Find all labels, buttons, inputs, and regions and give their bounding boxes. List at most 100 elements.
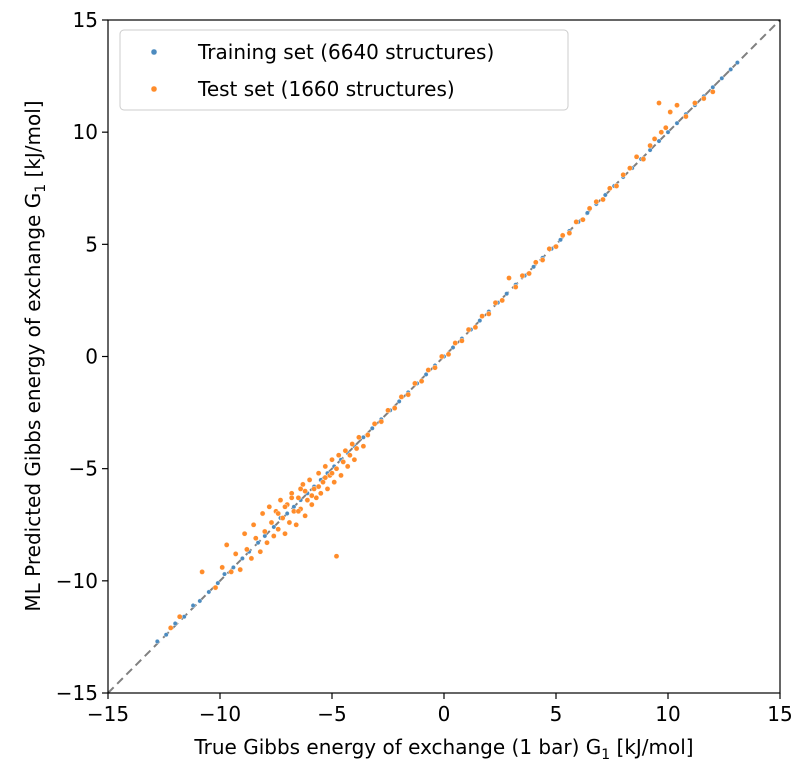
y-tick-label: −15 [56,681,98,705]
scatter-point [651,136,658,142]
x-tick-label: −5 [317,702,346,726]
scatter-point [360,434,366,440]
scatter-point [154,639,160,644]
y-tick-label: 10 [73,120,98,144]
scatter-point [472,324,479,331]
series-test [167,89,716,631]
scatter-point [259,510,266,517]
scatter-point [239,556,245,561]
scatter-point [526,270,532,277]
y-axis-ticks: −15 −10 −5 0 5 10 15 [56,8,108,705]
scatter-point [378,418,385,425]
scatter-point [452,340,459,346]
scatter-point [398,394,405,400]
scatter-point [313,494,320,501]
scatter-point [369,425,375,431]
scatter-point [237,566,243,573]
scatter-point [620,171,627,178]
scatter-point [580,216,586,223]
scatter-point [585,210,590,216]
scatter-point [647,147,653,153]
scatter-point [663,124,669,131]
scatter-point [279,515,286,521]
scatter-point [206,589,212,595]
x-tick-label: −15 [87,702,129,726]
scatter-point [293,522,300,528]
scatter-point [288,494,295,501]
scatter-point [317,490,324,497]
scatter-point [302,513,308,519]
scatter-point [197,598,203,604]
scatter-point [586,205,593,212]
scatter-point [255,540,261,546]
scatter-point [275,526,282,533]
scatter-point [286,519,293,526]
scatter-point [335,452,342,459]
scatter-point [270,533,277,539]
y-axis-label: ML Predicted Gibbs energy of exchange G1… [21,100,49,611]
series-layer [154,60,740,644]
scatter-point [465,326,472,333]
scatter-point [360,443,367,450]
scatter-point [531,264,536,270]
scatter-point [176,613,183,620]
scatter-point [230,565,236,570]
scatter-point [306,477,313,483]
scatter-point [308,492,315,499]
scatter-point [423,371,429,377]
scatter-point [558,237,563,243]
scatter-point [432,364,438,371]
scatter-point [199,569,205,575]
scatter-point [546,245,553,252]
scatter-point [219,564,225,571]
scatter-point [163,632,169,638]
legend-marker-training [150,48,158,56]
x-axis-label: True Gibbs energy of exchange (1 bar) G1… [193,735,693,759]
y-tick-label: 0 [85,345,98,369]
scatter-point [559,232,566,239]
scatter-point [710,89,716,95]
scatter-point [391,405,398,411]
scatter-point [701,95,707,102]
scatter-point [282,530,288,537]
scatter-point [719,75,725,81]
x-axis-ticks: −15 −10 −5 0 5 10 15 [87,693,793,726]
scatter-point [261,528,268,535]
scatter-point [167,625,174,631]
scatter-point [308,501,315,508]
scatter-point [284,511,290,516]
scatter-point [371,420,378,427]
scatter-point [692,100,698,106]
scatter-point [512,284,519,290]
scatter-point [311,486,317,492]
scatter-point [633,153,640,160]
scatter-point [222,571,227,577]
scatter-point [656,138,662,144]
scatter-point [674,102,680,108]
scatter-point [640,156,647,162]
scatter-point [353,445,360,452]
x-tick-label: 15 [767,702,792,726]
scatter-point [385,407,391,414]
scatter-point [277,497,284,503]
scatter-point [295,494,302,501]
scatter-point [566,230,573,236]
scatter-point [244,546,250,553]
scatter-point [627,165,633,171]
scatter-point [223,542,230,548]
scatter-point [297,486,304,492]
scatter-point [275,510,282,517]
scatter-point [262,533,268,539]
scatter-point [412,380,418,387]
scatter-point [324,486,331,492]
scatter-point [322,474,329,481]
y-tick-label: 5 [85,232,98,256]
scatter-point [351,456,358,463]
scatter-point [266,503,273,510]
scatter-point [418,378,425,385]
scatter-point [593,198,600,205]
scatter-point [349,441,356,447]
scatter-point [735,60,740,65]
scatter-point [291,504,297,510]
scatter-point [333,465,340,472]
